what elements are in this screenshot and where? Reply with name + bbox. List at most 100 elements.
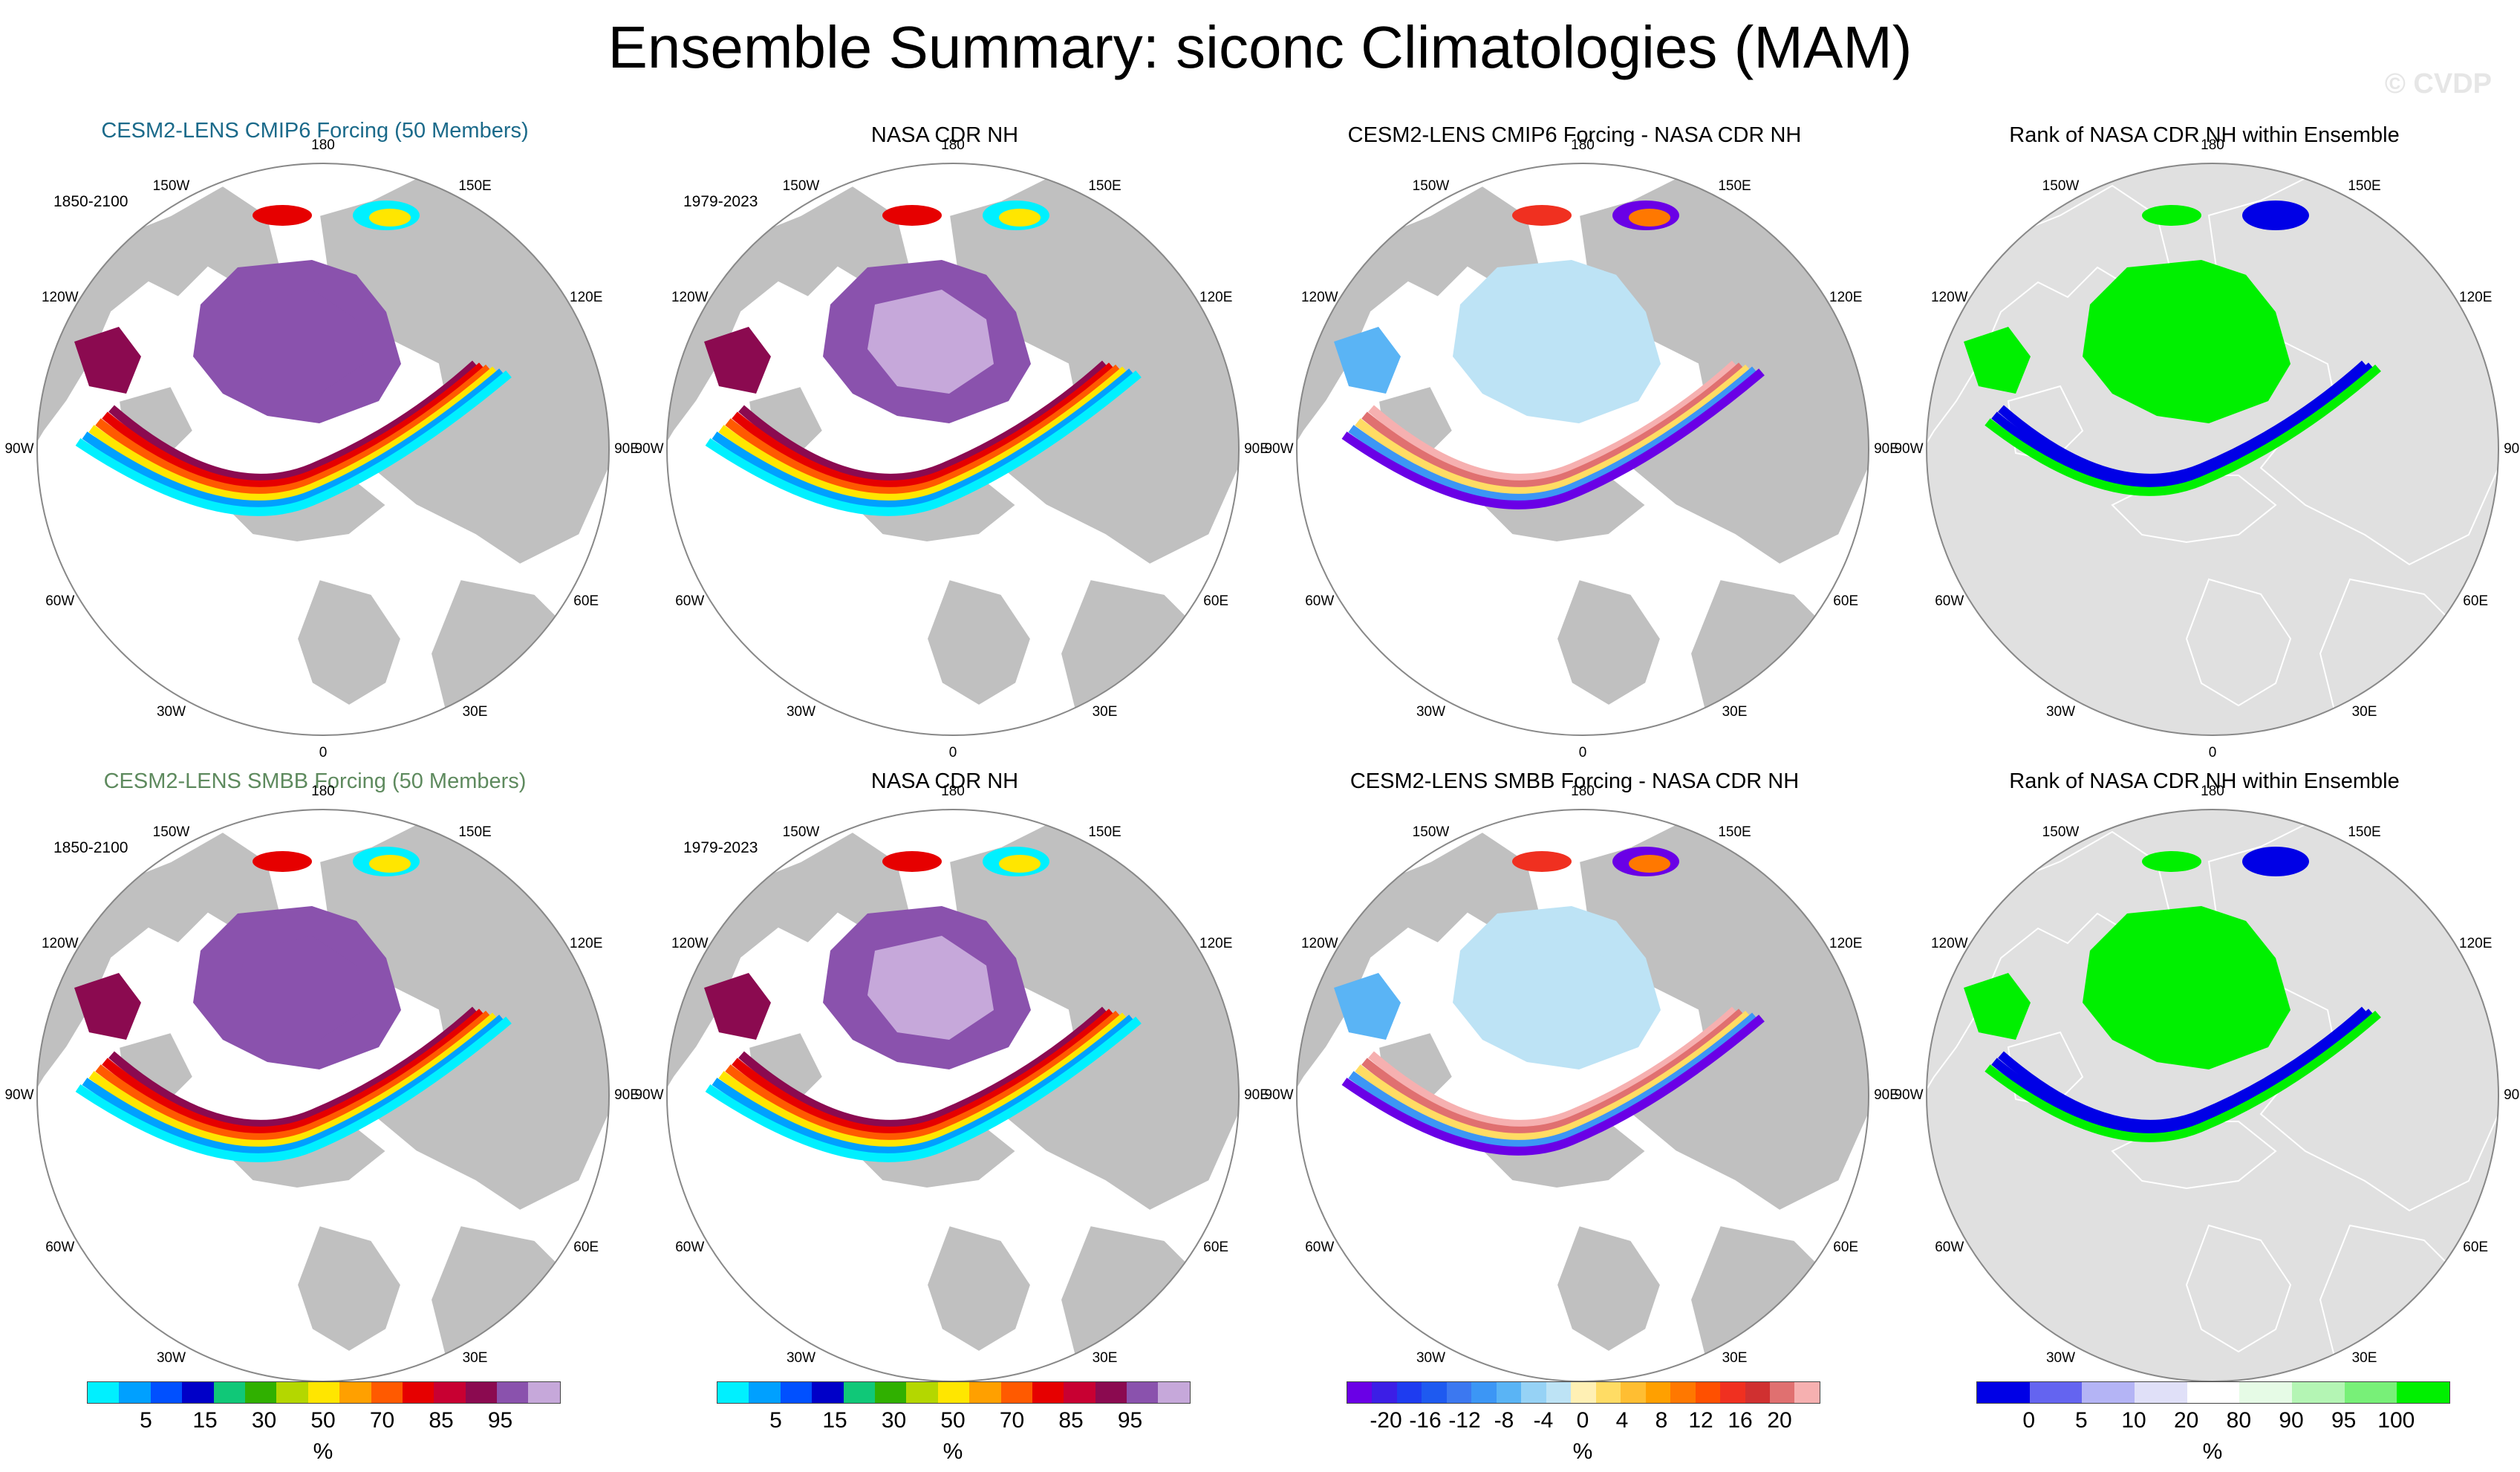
colorbar-swatch	[1095, 1382, 1127, 1403]
colorbar-tick: 5	[140, 1408, 152, 1433]
colorbar-tick: 85	[1058, 1408, 1084, 1433]
longitude-label: 180	[941, 784, 965, 799]
hudson-bay-ice	[1334, 327, 1401, 394]
ice-edge-band	[718, 1012, 1128, 1149]
longitude-label: 120W	[671, 935, 709, 951]
arctic-ice-core	[1497, 936, 1624, 1040]
longitude-label: 30W	[786, 704, 816, 720]
colorbar-swatch	[969, 1382, 1001, 1403]
colorbar-tick: 8	[1655, 1408, 1668, 1433]
hudson-bay-ice	[704, 327, 771, 394]
longitude-label: 90W	[1894, 441, 1924, 457]
longitude-label: 150E	[2348, 178, 2381, 194]
longitude-label: 30E	[2351, 704, 2377, 720]
longitude-label: 60W	[675, 593, 705, 609]
colorbar-swatch	[1396, 1382, 1422, 1403]
land-mass-4	[2185, 1224, 2292, 1353]
longitude-label: 90W	[634, 1087, 664, 1103]
colorbar-tick: 70	[369, 1408, 395, 1433]
colorbar-unit: %	[1572, 1439, 1593, 1464]
arctic-ice-core	[2127, 290, 2253, 394]
longitude-label: 30E	[1722, 704, 1748, 720]
ice-edge-band	[1355, 364, 1751, 496]
ice-edge-band	[725, 1010, 1121, 1142]
colorbar-swatch	[2082, 1382, 2135, 1403]
colorbar-tick: 70	[999, 1408, 1025, 1433]
longitude-label: 120W	[1930, 289, 1968, 305]
years-label: 1979-2023	[683, 839, 758, 856]
colorbar-swatch	[1496, 1382, 1522, 1403]
colorbar-swatch	[213, 1382, 245, 1403]
colorbar-tick: -20	[1370, 1408, 1402, 1433]
longitude-label: 30W	[2045, 704, 2076, 720]
longitude-label: 90E	[2504, 1087, 2520, 1103]
colorbar-swatch	[1032, 1382, 1064, 1403]
polar-map	[36, 163, 610, 736]
longitude-label: 90W	[1264, 1087, 1294, 1103]
longitude-label: 90W	[1894, 1087, 1924, 1103]
bering-ice	[253, 851, 312, 872]
colorbar-swatch	[1127, 1382, 1159, 1403]
longitude-label: 0	[319, 745, 328, 761]
ice-edge-band	[1341, 368, 1765, 509]
colorbar-tick: 20	[2173, 1408, 2199, 1433]
longitude-label: 30W	[1416, 1350, 1446, 1367]
colorbar-unit: %	[313, 1439, 333, 1464]
hudson-bay-ice	[1964, 327, 2031, 394]
ice-edge-band	[88, 1012, 498, 1149]
longitude-label: 0	[1578, 745, 1587, 761]
longitude-label: 120E	[570, 289, 603, 305]
longitude-label: 150W	[2042, 178, 2080, 194]
longitude-label: 180	[941, 137, 965, 153]
ice-edge-band	[712, 368, 1135, 509]
ice-edge-band	[1991, 362, 2374, 489]
colorbar-tick: 20	[1767, 1408, 1792, 1433]
longitude-label: 150E	[1718, 824, 1751, 840]
ice-edge-band	[1998, 1006, 2368, 1129]
colorbar-swatch	[434, 1382, 466, 1403]
ice-edge-band	[1985, 364, 2381, 496]
colorbar-swatch	[528, 1382, 560, 1403]
land-mass-4	[1555, 578, 1662, 707]
panel-title: Rank of NASA CDR NH within Ensemble	[2009, 123, 2400, 147]
colorbar-swatch	[1621, 1382, 1646, 1403]
ice-edge-band	[1991, 1009, 2374, 1136]
colorbar-swatch	[1347, 1382, 1373, 1403]
ice-edge-band	[1368, 1006, 1739, 1129]
longitude-label: 180	[311, 137, 335, 153]
panel-title: CESM2-LENS CMIP6 Forcing (50 Members)	[101, 119, 529, 143]
longitude-label: 60W	[45, 593, 75, 609]
colorbar-swatch	[1769, 1382, 1795, 1403]
colorbar-swatch	[874, 1382, 907, 1403]
polar-map	[1296, 809, 1869, 1382]
arctic-ice-core	[1497, 290, 1624, 394]
colorbar-swatch	[119, 1382, 151, 1403]
longitude-label: 90E	[1244, 441, 1269, 457]
colorbar-tick: -4	[1533, 1408, 1554, 1433]
longitude-label: 150W	[152, 178, 190, 194]
arctic-ice-core	[2127, 936, 2253, 1040]
colorbar-swatch	[1000, 1382, 1032, 1403]
colorbar-swatch	[371, 1382, 403, 1403]
land-mass-4	[1555, 1224, 1662, 1353]
panel-title: NASA CDR NH	[870, 123, 1019, 147]
land-mass-4	[925, 578, 1032, 707]
bering-ice	[2142, 205, 2201, 226]
ice-edge-band	[108, 360, 479, 483]
ice-edge-band	[88, 366, 498, 503]
colorbar-tick: 95	[1117, 1408, 1143, 1433]
ice-edge-band	[108, 1006, 479, 1129]
colorbar-swatch	[1977, 1382, 2030, 1403]
longitude-label: 120W	[1300, 289, 1338, 305]
colorbar-swatch	[339, 1382, 371, 1403]
colorbar-swatch	[88, 1382, 120, 1403]
colorbar-tick: 15	[822, 1408, 847, 1433]
ice-edge-band	[738, 1006, 1109, 1129]
colorbar-tick: 100	[2377, 1408, 2415, 1433]
hudson-bay-ice	[704, 973, 771, 1040]
colorbar-swatch	[1546, 1382, 1572, 1403]
bering-ice	[1512, 205, 1572, 226]
bering-ice	[2142, 851, 2201, 872]
colorbar-tick: 50	[310, 1408, 336, 1433]
colorbar-swatch	[1446, 1382, 1472, 1403]
